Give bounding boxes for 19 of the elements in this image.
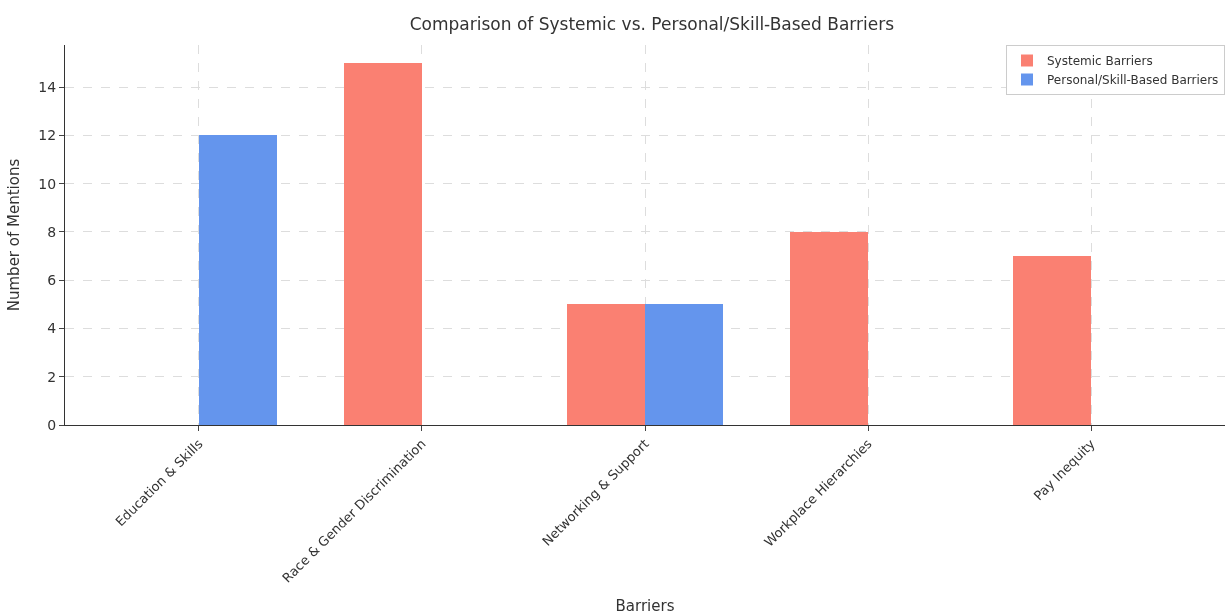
y-tick-label: 6 — [47, 272, 57, 289]
y-axis-title: Number of Mentions — [4, 158, 23, 312]
y-tick-label: 10 — [38, 175, 57, 192]
chart-title: Comparison of Systemic vs. Personal/Skill-Based Barriers — [409, 14, 895, 35]
y-tick-label: 4 — [47, 320, 57, 337]
bar — [790, 232, 868, 425]
y-tick-label: 0 — [47, 416, 57, 433]
legend-label: Systemic Barriers — [1047, 54, 1153, 69]
bar — [199, 135, 277, 425]
bar — [645, 304, 723, 425]
y-tick-label: 2 — [47, 368, 57, 385]
y-tick-label: 8 — [47, 223, 57, 240]
bar — [344, 63, 422, 425]
y-tick-label: 12 — [38, 127, 57, 144]
bar — [567, 304, 645, 425]
x-axis-title: Barriers — [615, 596, 675, 615]
bar — [1013, 256, 1091, 425]
legend-label: Personal/Skill-Based Barriers — [1047, 73, 1219, 88]
y-tick-label: 14 — [38, 79, 57, 96]
